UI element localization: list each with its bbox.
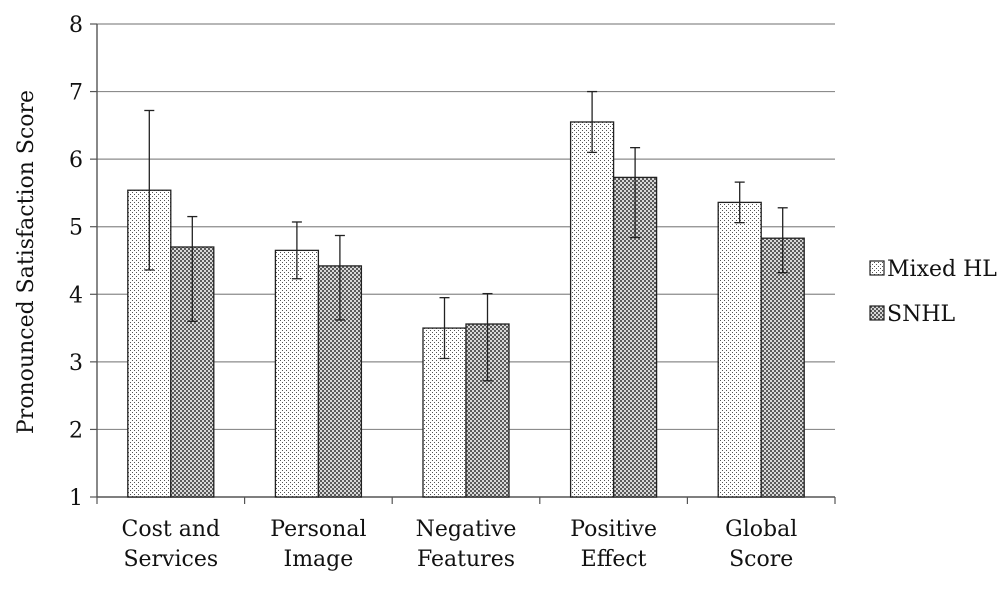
legend: Mixed HL SNHL: [869, 257, 997, 327]
category-label: Features: [417, 547, 515, 572]
bar-mixed-hl: [274, 249, 320, 498]
y-tick-label: 2: [69, 418, 83, 443]
y-axis-title: Pronounced Satisfaction Score: [14, 90, 39, 434]
bars: [127, 121, 805, 498]
category-label: Personal: [270, 517, 366, 542]
category-label: Score: [729, 547, 793, 572]
legend-label: SNHL: [887, 302, 956, 327]
bar-snhl: [760, 237, 805, 498]
y-tick-label: 5: [69, 216, 83, 241]
bar-snhl: [465, 323, 510, 498]
category-labels: Cost and Services Personal Image Negative Fea…: [122, 517, 798, 572]
bar-mixed-hl: [717, 201, 762, 498]
category-label: Negative: [416, 517, 517, 542]
y-tick-labels: 1 2 3 4 5 6 7 8: [69, 13, 83, 511]
y-tick-label: 6: [69, 148, 83, 173]
bar-mixed-hl: [569, 121, 615, 498]
error-bars: [144, 90, 788, 382]
y-tick-label: 1: [69, 486, 83, 511]
legend-label: Mixed HL: [887, 257, 997, 282]
category-label: Global: [725, 517, 797, 542]
legend-swatch: [869, 305, 885, 321]
y-tick-label: 7: [69, 81, 83, 106]
y-tick-label: 8: [69, 13, 83, 38]
category-label: Effect: [581, 547, 647, 572]
category-label: Positive: [570, 517, 657, 542]
category-label: Image: [284, 547, 354, 572]
category-label: Cost and: [122, 517, 221, 542]
y-tick-label: 4: [69, 283, 83, 308]
category-label: Services: [123, 547, 218, 572]
gridlines: [97, 23, 835, 431]
legend-swatch: [869, 260, 885, 276]
y-tick-label: 3: [69, 351, 83, 376]
